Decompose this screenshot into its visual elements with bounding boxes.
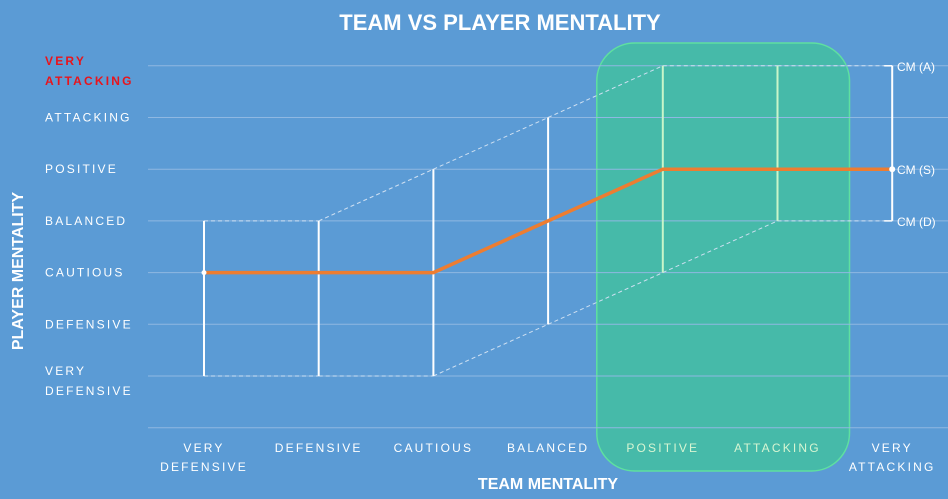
y-tick-label: ATTACKING (45, 111, 132, 125)
y-tick-label: VERY DEFENSIVE (45, 364, 133, 398)
x-tick-label-line: VERY (183, 441, 224, 455)
y-tick-label-line: DEFENSIVE (45, 317, 133, 331)
x-tick-label: VERY ATTACKING (849, 441, 936, 474)
y-axis-title: PLAYER MENTALITY (10, 192, 27, 351)
y-tick-label-line: ATTACKING (45, 111, 132, 125)
x-tick-label-line: ATTACKING (849, 460, 936, 474)
y-tick-label-line: POSITIVE (45, 162, 118, 176)
x-tick-label: POSITIVE (626, 441, 699, 455)
y-tick-label: CAUTIOUS (45, 266, 125, 280)
y-tick-label-line: ATTACKING (45, 74, 134, 88)
x-tick-label-line: DEFENSIVE (275, 441, 363, 455)
y-tick-label-line: VERY (45, 54, 86, 68)
range-connector-high (433, 117, 549, 170)
x-tick-label: VERY DEFENSIVE (160, 441, 248, 474)
range-connector-low (433, 323, 549, 377)
y-tick-label-line: BALANCED (45, 214, 127, 228)
highlight-region (596, 42, 851, 472)
x-tick-label-line: VERY (872, 441, 913, 455)
x-tick-label: ATTACKING (734, 441, 821, 455)
trend-end-point (889, 166, 896, 173)
range-label: CM (A) (897, 60, 935, 74)
range-label: CM (S) (897, 163, 935, 177)
y-tick-label: VERY ATTACKING (45, 54, 134, 88)
y-tick-label-line: DEFENSIVE (45, 384, 133, 398)
range-connector-high (318, 168, 434, 222)
x-tick-label-line: BALANCED (507, 441, 589, 455)
x-tick-label-line: DEFENSIVE (160, 460, 248, 474)
trend-line (204, 167, 893, 275)
y-tick-label: DEFENSIVE (45, 317, 133, 331)
y-tick-label-line: CAUTIOUS (45, 266, 125, 280)
y-tick-label: BALANCED (45, 214, 127, 228)
x-tick-label-line: CAUTIOUS (394, 441, 474, 455)
x-tick-label: CAUTIOUS (394, 441, 474, 455)
y-tick-label: POSITIVE (45, 162, 118, 176)
y-tick-label-line: VERY (45, 364, 86, 378)
x-tick-label: BALANCED (507, 441, 589, 455)
x-tick-label-line: ATTACKING (734, 441, 821, 455)
x-axis-title: TEAM MENTALITY (478, 476, 618, 493)
range-label: CM (D) (897, 215, 936, 229)
trend-start-point (201, 270, 207, 276)
x-tick-label: DEFENSIVE (275, 441, 363, 455)
chart-title: TEAM VS PLAYER MENTALITY (339, 10, 661, 35)
x-tick-label-line: POSITIVE (626, 441, 699, 455)
